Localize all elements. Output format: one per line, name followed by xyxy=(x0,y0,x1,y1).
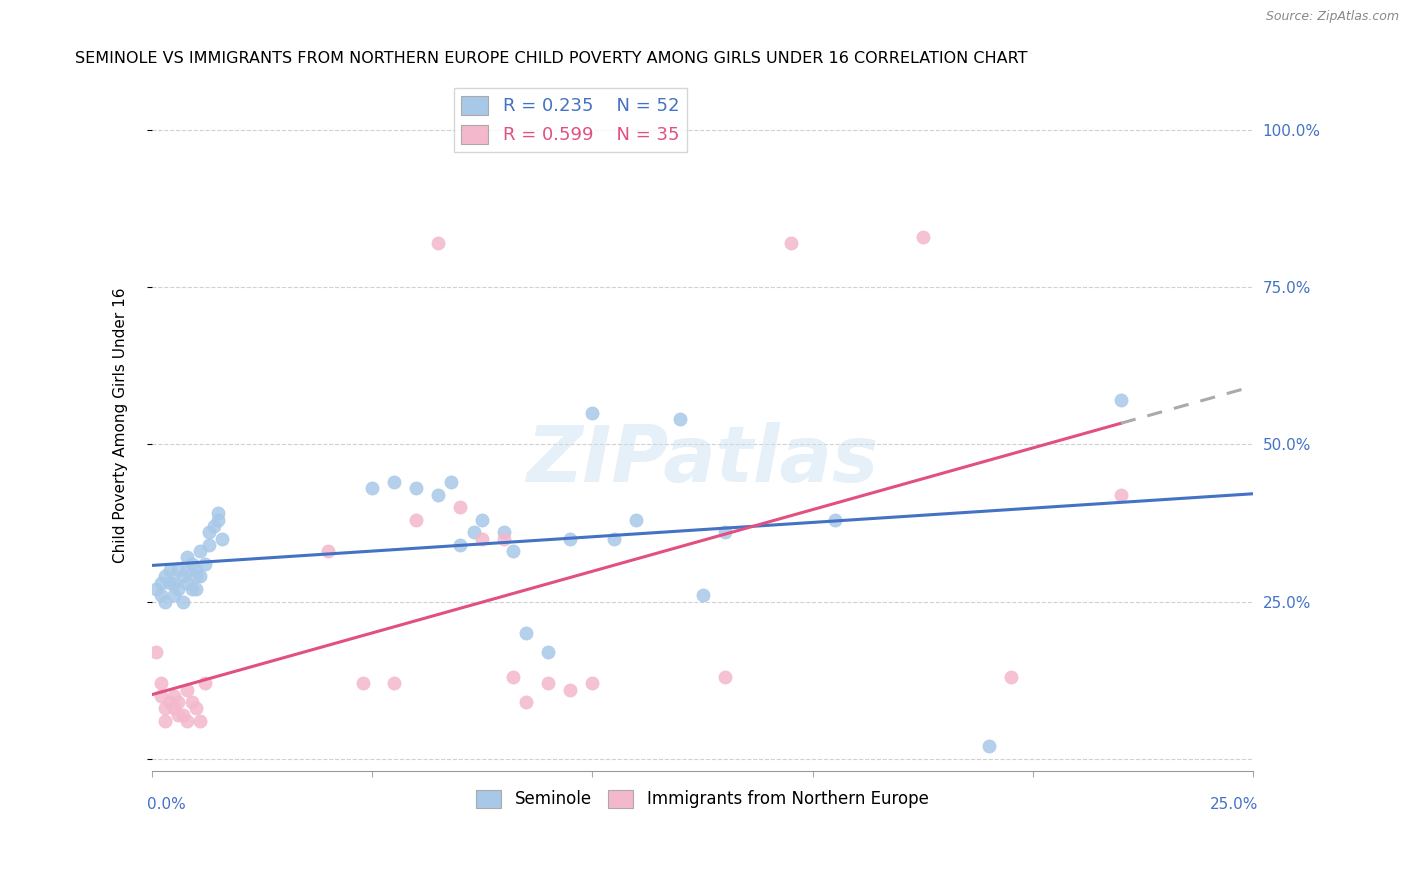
Point xyxy=(537,645,560,659)
Point xyxy=(163,689,186,703)
Point xyxy=(167,582,190,596)
Point xyxy=(207,507,229,521)
Y-axis label: Child Poverty Among Girls Under 16: Child Poverty Among Girls Under 16 xyxy=(114,287,128,563)
Point xyxy=(502,670,524,684)
Point xyxy=(176,550,198,565)
Point xyxy=(176,563,198,577)
Point xyxy=(163,588,186,602)
Point xyxy=(159,575,181,590)
Point xyxy=(779,235,801,250)
Point xyxy=(515,626,537,640)
Point xyxy=(581,676,603,690)
Point xyxy=(163,701,186,715)
Point xyxy=(352,676,374,690)
Point xyxy=(194,676,217,690)
Point xyxy=(149,676,172,690)
Point xyxy=(159,695,181,709)
Point xyxy=(405,481,427,495)
Point xyxy=(172,707,194,722)
Point xyxy=(1109,393,1132,408)
Point xyxy=(198,525,221,540)
Point xyxy=(471,532,494,546)
Point xyxy=(167,695,190,709)
Point xyxy=(824,513,846,527)
Point xyxy=(176,575,198,590)
Point xyxy=(560,682,582,697)
Point xyxy=(405,513,427,527)
Point xyxy=(155,714,177,728)
Point xyxy=(159,563,181,577)
Point xyxy=(449,538,471,552)
Point xyxy=(184,582,207,596)
Point xyxy=(494,532,516,546)
Point xyxy=(361,481,384,495)
Point xyxy=(180,582,202,596)
Point xyxy=(537,676,560,690)
Point xyxy=(184,569,207,583)
Point xyxy=(155,594,177,608)
Point xyxy=(581,406,603,420)
Point xyxy=(194,557,217,571)
Point xyxy=(172,594,194,608)
Point xyxy=(172,569,194,583)
Point xyxy=(176,682,198,697)
Text: ZIPatlas: ZIPatlas xyxy=(526,422,879,498)
Point xyxy=(167,563,190,577)
Point xyxy=(977,739,1000,754)
Point xyxy=(149,588,172,602)
Point xyxy=(1109,487,1132,501)
Point xyxy=(382,676,405,690)
Point xyxy=(382,475,405,489)
Point xyxy=(603,532,626,546)
Point xyxy=(198,538,221,552)
Legend: Seminole, Immigrants from Northern Europe: Seminole, Immigrants from Northern Europ… xyxy=(470,783,935,815)
Point xyxy=(163,575,186,590)
Text: SEMINOLE VS IMMIGRANTS FROM NORTHERN EUROPE CHILD POVERTY AMONG GIRLS UNDER 16 C: SEMINOLE VS IMMIGRANTS FROM NORTHERN EUR… xyxy=(75,51,1028,66)
Point xyxy=(626,513,648,527)
Point xyxy=(463,525,485,540)
Point xyxy=(176,714,198,728)
Point xyxy=(692,588,714,602)
Point xyxy=(316,544,339,558)
Point xyxy=(190,544,212,558)
Point xyxy=(494,525,516,540)
Point xyxy=(149,575,172,590)
Point xyxy=(440,475,463,489)
Point xyxy=(427,487,450,501)
Point xyxy=(190,714,212,728)
Point xyxy=(515,695,537,709)
Point xyxy=(184,701,207,715)
Point xyxy=(184,563,207,577)
Point xyxy=(207,513,229,527)
Text: 0.0%: 0.0% xyxy=(146,797,186,813)
Point xyxy=(155,701,177,715)
Point xyxy=(1000,670,1022,684)
Point xyxy=(155,569,177,583)
Point xyxy=(202,519,225,533)
Point xyxy=(713,525,735,540)
Point xyxy=(449,500,471,515)
Text: Source: ZipAtlas.com: Source: ZipAtlas.com xyxy=(1265,10,1399,22)
Point xyxy=(180,695,202,709)
Point xyxy=(145,582,167,596)
Text: 25.0%: 25.0% xyxy=(1211,797,1258,813)
Point xyxy=(167,707,190,722)
Point xyxy=(190,569,212,583)
Point xyxy=(427,235,450,250)
Point xyxy=(502,544,524,558)
Point xyxy=(560,532,582,546)
Point xyxy=(180,557,202,571)
Point xyxy=(211,532,233,546)
Point xyxy=(145,645,167,659)
Point xyxy=(713,670,735,684)
Point xyxy=(911,229,934,244)
Point xyxy=(149,689,172,703)
Point xyxy=(669,412,692,426)
Point xyxy=(471,513,494,527)
